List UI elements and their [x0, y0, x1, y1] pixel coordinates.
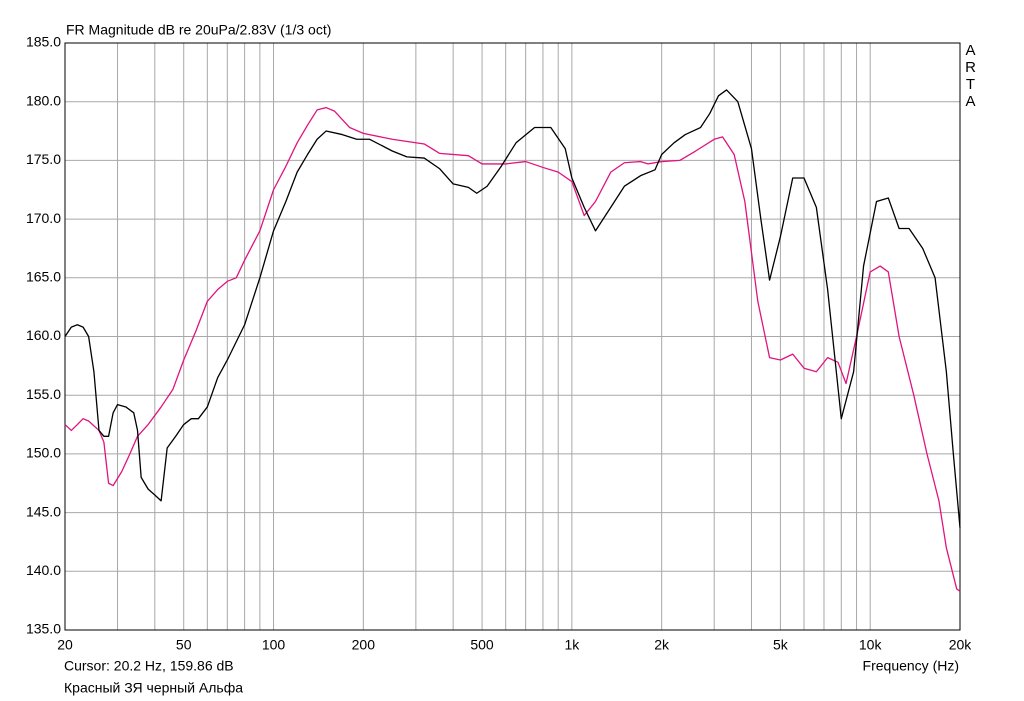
y-tick-label: 175.0 — [26, 151, 61, 167]
y-tick-label: 140.0 — [26, 562, 61, 578]
brand: ARTA — [962, 42, 979, 110]
caption: Красный ЗЯ черный Альфа — [64, 680, 243, 696]
x-tick-label: 1k — [564, 637, 580, 653]
x-tick-label: 500 — [470, 637, 494, 653]
y-tick-label: 135.0 — [26, 621, 61, 637]
cursor-readout: Cursor: 20.2 Hz, 159.86 dB — [64, 658, 234, 674]
y-tick-label: 165.0 — [26, 269, 61, 285]
y-tick-label: 160.0 — [26, 327, 61, 343]
x-tick-label: 100 — [262, 637, 286, 653]
x-tick-label: 2k — [654, 637, 670, 653]
x-axis-label: Frequency (Hz) — [863, 658, 959, 674]
y-tick-label: 145.0 — [26, 503, 61, 519]
x-tick-label: 20k — [949, 637, 973, 653]
y-tick-label: 170.0 — [26, 210, 61, 226]
x-tick-label: 5k — [773, 637, 789, 653]
y-tick-label: 180.0 — [26, 92, 61, 108]
y-tick-label: 155.0 — [26, 386, 61, 402]
x-tick-label: 20 — [57, 637, 73, 653]
x-tick-label: 200 — [352, 637, 376, 653]
y-tick-label: 150.0 — [26, 445, 61, 461]
fr-curve — [64, 106, 961, 592]
fr-curve — [64, 89, 961, 528]
y-tick-label: 185.0 — [26, 34, 61, 50]
x-tick-label: 50 — [176, 637, 192, 653]
x-tick-label: 10k — [859, 637, 883, 653]
chart-title: FR Magnitude dB re 20uPa/2.83V (1/3 oct) — [66, 22, 331, 38]
